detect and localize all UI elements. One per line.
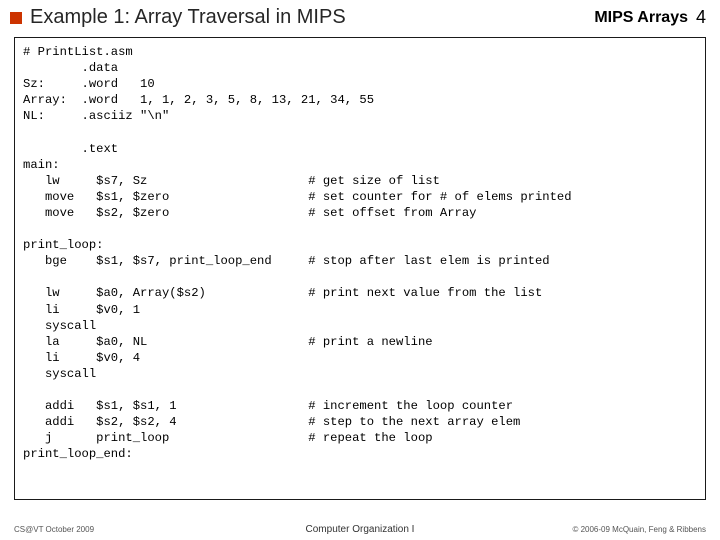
footer-center: Computer Organization I <box>306 524 415 535</box>
title-bullet-icon <box>10 12 22 24</box>
footer: CS@VT October 2009 Computer Organization… <box>0 525 720 534</box>
footer-left: CS@VT October 2009 <box>14 525 94 534</box>
slide-title: Example 1: Array Traversal in MIPS <box>30 6 594 29</box>
page-number: 4 <box>696 7 706 28</box>
code-block: # PrintList.asm .data Sz: .word 10 Array… <box>14 37 706 500</box>
section-label: MIPS Arrays <box>594 9 688 27</box>
slide: Example 1: Array Traversal in MIPS MIPS … <box>0 0 720 540</box>
header: Example 1: Array Traversal in MIPS MIPS … <box>0 0 720 33</box>
footer-right: © 2006-09 McQuain, Feng & Ribbens <box>572 525 706 534</box>
